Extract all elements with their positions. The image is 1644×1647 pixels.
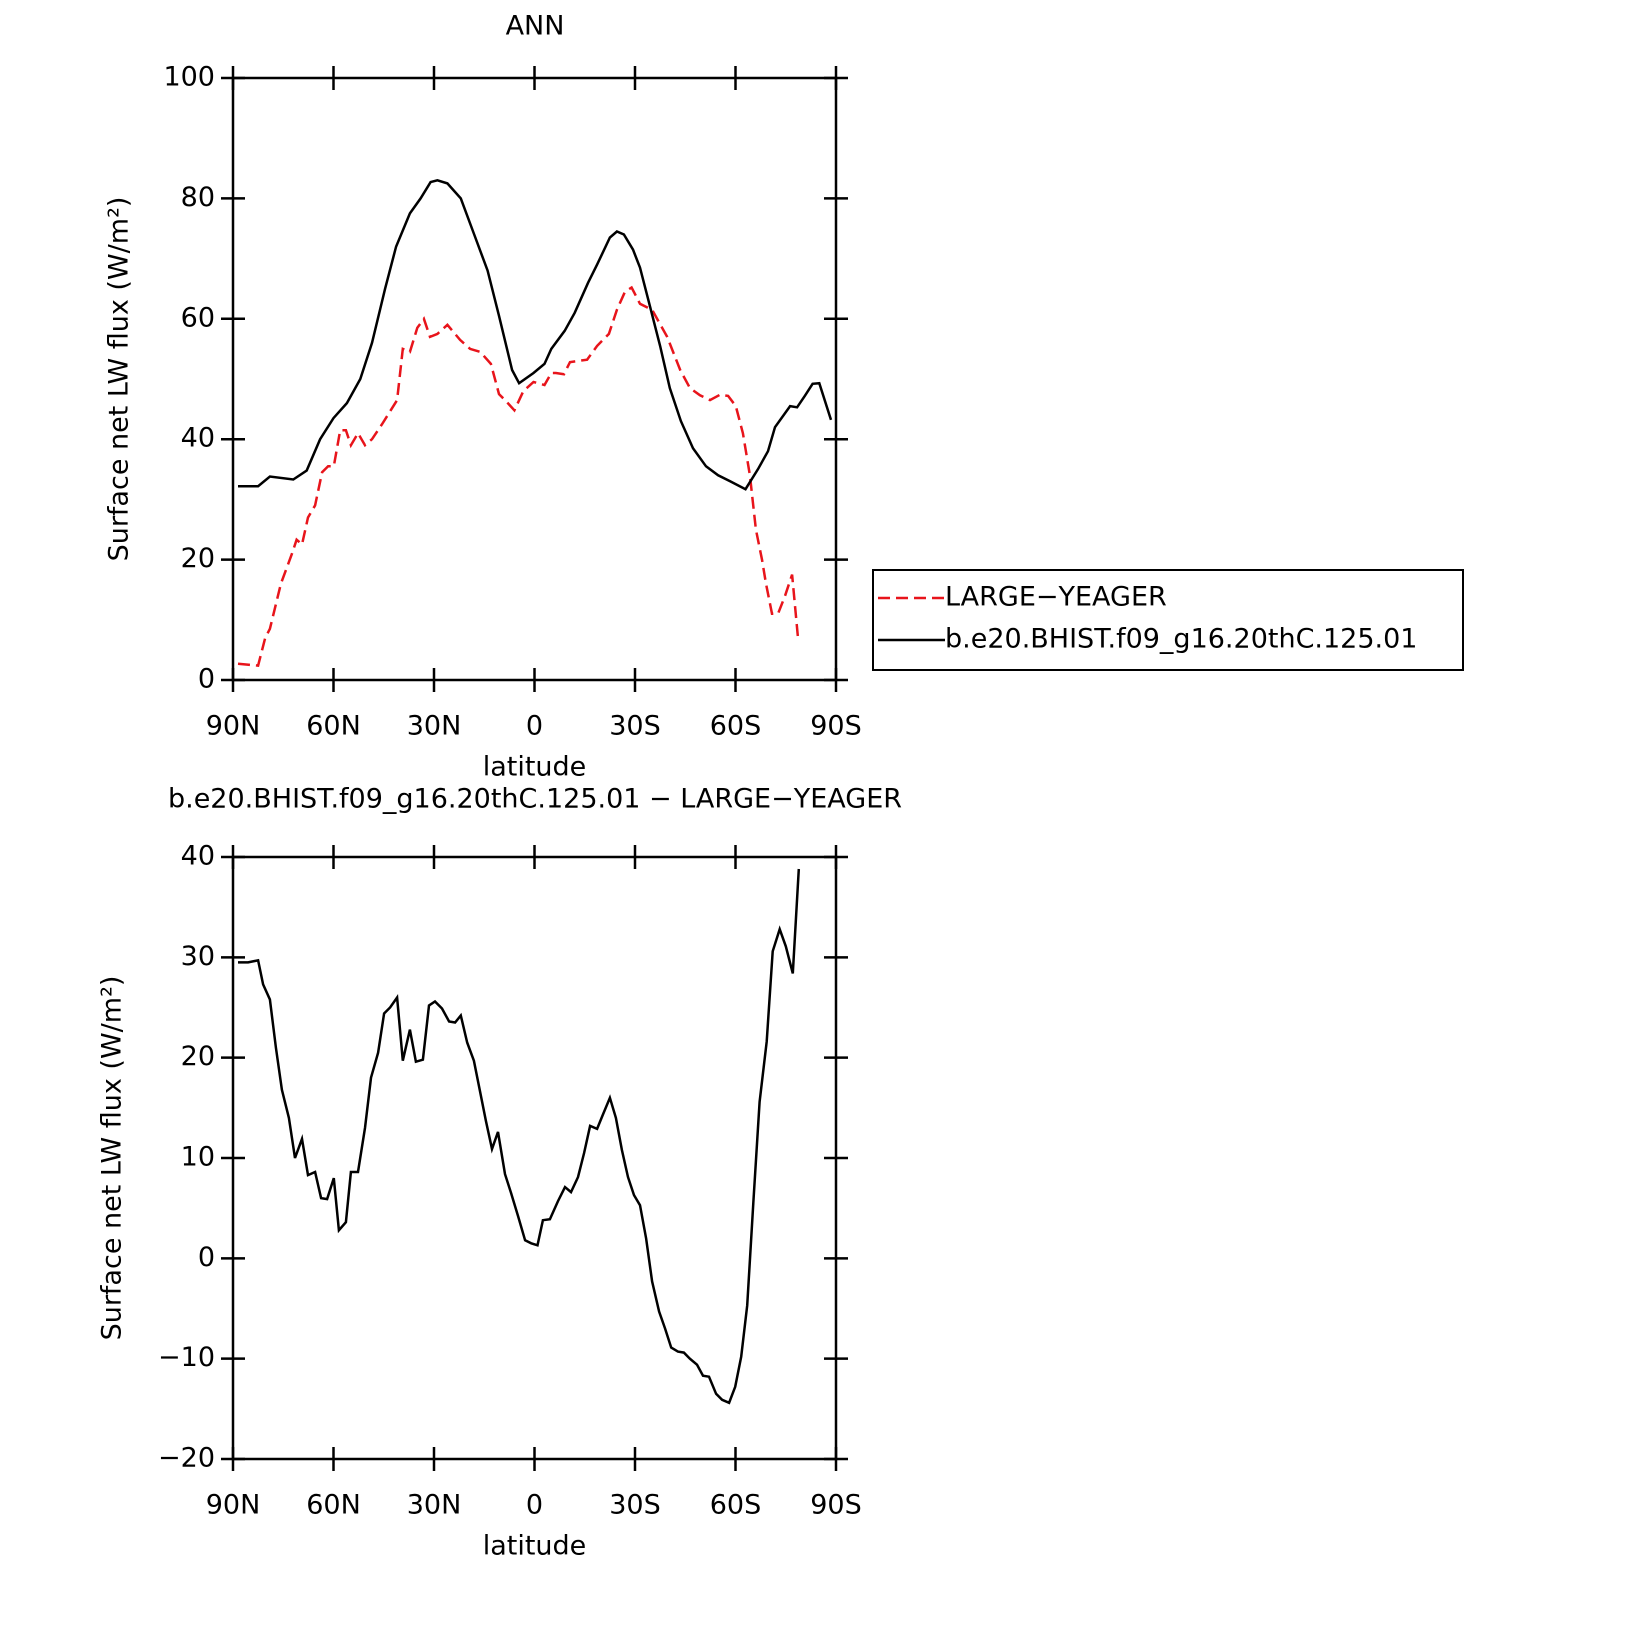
x-tick-label: 60N bbox=[306, 711, 361, 742]
series-line bbox=[237, 285, 800, 667]
series-line bbox=[238, 178, 833, 491]
y-tick-label: 10 bbox=[181, 1142, 215, 1173]
chart-title: b.e20.BHIST.f09_g16.20thC.125.01 − LARGE… bbox=[168, 784, 902, 815]
x-tick-label: 0 bbox=[526, 1490, 543, 1521]
x-tick-label: 30N bbox=[407, 711, 462, 742]
y-tick-label: 0 bbox=[198, 1242, 215, 1273]
y-tick-label: 100 bbox=[163, 62, 215, 93]
x-tick-label: 60N bbox=[306, 1490, 361, 1521]
legend-label: LARGE−YEAGER bbox=[945, 582, 1167, 613]
x-tick-label: 90S bbox=[810, 711, 862, 742]
x-axis-label: latitude bbox=[483, 752, 587, 783]
y-tick-label: −10 bbox=[158, 1342, 215, 1373]
plot-frame bbox=[231, 76, 838, 682]
x-tick-label: 30N bbox=[407, 1490, 462, 1521]
y-tick-label: 0 bbox=[198, 664, 215, 695]
x-tick-label: 90N bbox=[206, 1490, 261, 1521]
y-axis-label: Surface net LW flux (W/m²) bbox=[104, 197, 135, 562]
legend-box bbox=[872, 569, 1464, 671]
x-tick-label: 60S bbox=[710, 711, 762, 742]
plot-frame bbox=[231, 855, 838, 1461]
x-tick-label: 30S bbox=[609, 1490, 661, 1521]
legend: LARGE−YEAGER b.e20.BHIST.f09_g16.20thC.12… bbox=[872, 569, 1464, 671]
x-tick-label: 90N bbox=[206, 711, 261, 742]
series-line bbox=[238, 868, 801, 1405]
y-tick-label: 80 bbox=[181, 182, 215, 213]
y-tick-label: 20 bbox=[181, 543, 215, 574]
y-tick-label: 30 bbox=[181, 941, 215, 972]
x-tick-label: 60S bbox=[710, 1490, 762, 1521]
y-tick-label: 20 bbox=[181, 1041, 215, 1072]
x-tick-label: 0 bbox=[526, 711, 543, 742]
y-tick-label: 40 bbox=[181, 841, 215, 872]
y-axis-label: Surface net LW flux (W/m²) bbox=[97, 976, 128, 1341]
y-tick-label: 40 bbox=[181, 423, 215, 454]
x-tick-label: 90S bbox=[810, 1490, 862, 1521]
x-axis-label: latitude bbox=[483, 1531, 587, 1562]
legend-label: b.e20.BHIST.f09_g16.20thC.125.01 bbox=[945, 624, 1417, 655]
x-tick-label: 30S bbox=[609, 711, 661, 742]
chart-title: ANN bbox=[506, 11, 565, 42]
y-tick-label: −20 bbox=[158, 1443, 215, 1474]
y-tick-label: 60 bbox=[181, 302, 215, 333]
